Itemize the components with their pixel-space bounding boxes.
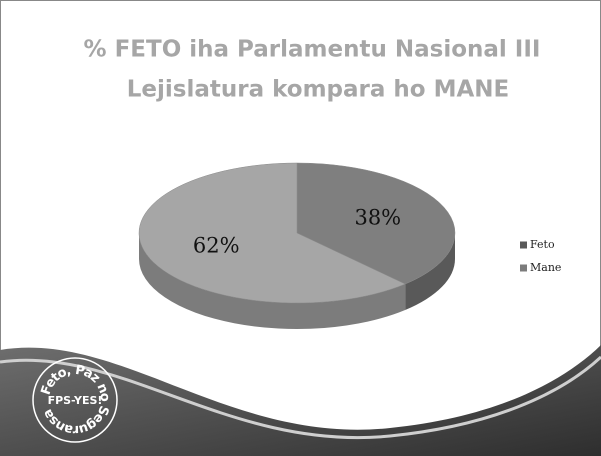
pie-slice-side xyxy=(139,233,406,329)
pie-slice xyxy=(138,162,406,304)
data-label: 62% xyxy=(193,234,240,258)
logo-ring xyxy=(32,357,118,443)
wave-highlight xyxy=(0,355,601,439)
pie-slice-side xyxy=(405,233,455,311)
chart-title: Lejislatura kompara ho MANE xyxy=(127,77,510,103)
logo: Feto, Paz no Seguransa FPS-YES! xyxy=(32,357,118,443)
chart-title: % FETO iha Parlamentu Nasional III xyxy=(84,37,541,63)
data-label: 38% xyxy=(354,205,401,229)
legend-label: Feto xyxy=(530,238,555,251)
pie-slice xyxy=(296,162,456,285)
background-wave xyxy=(0,345,601,456)
legend-swatch xyxy=(520,241,527,249)
legend-label: Mane xyxy=(530,261,561,274)
logo-center-text: FPS-YES! xyxy=(48,394,103,407)
legend-swatch xyxy=(520,264,527,272)
